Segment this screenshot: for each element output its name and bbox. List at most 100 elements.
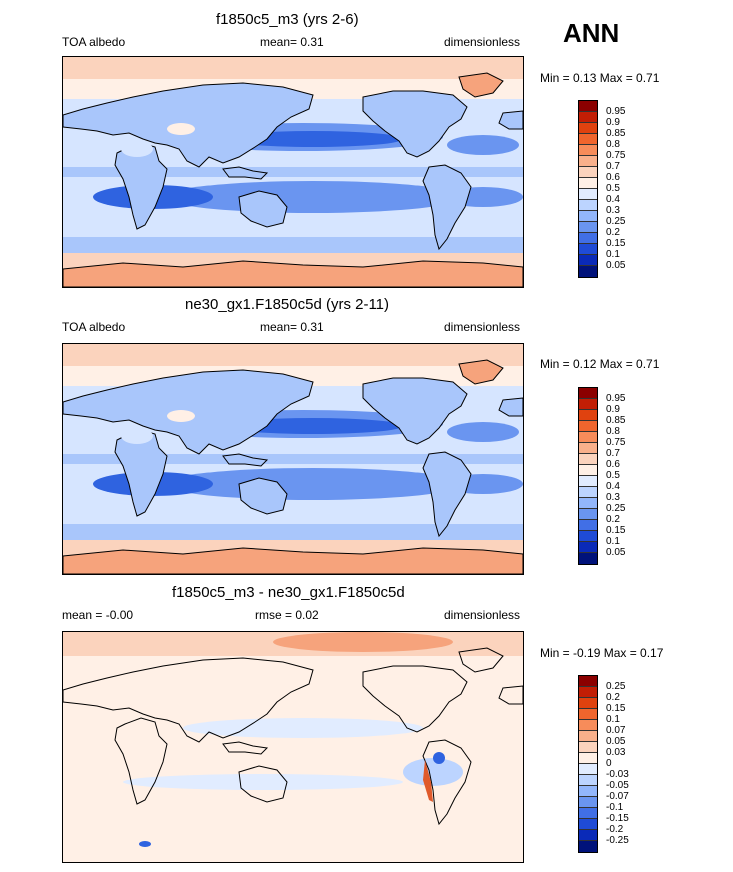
arctic-band [63,344,523,366]
colorbar-swatch [579,753,597,764]
map-background [63,632,523,862]
antarctic-negative-spot [139,841,151,847]
colorbar-tick-label: 0.3 [606,205,620,216]
colorbar-swatch [579,764,597,775]
colorbar-tick-label: 0.7 [606,448,620,459]
panel-3-map-svg [63,632,523,862]
colorbar-tick-label: 0.75 [606,150,626,161]
colorbar-tick-label: -0.15 [606,813,629,824]
coastline-indonesia [222,741,269,755]
panel-1-units-label: dimensionless [444,35,521,49]
colorbar-tick-label: 0.15 [606,238,626,249]
colorbar-tick-label: 0.25 [606,681,626,692]
panel-2-map [62,343,524,575]
colorbar-swatch [579,720,597,731]
colorbar-tick-label: 0.85 [606,415,626,426]
colorbar-tick-label: 0.85 [606,128,626,139]
colorbar-swatch [579,476,597,487]
colorbar-swatch [579,222,597,233]
colorbar-swatch [579,244,597,255]
coastline-europe_right [498,685,523,705]
colorbar-tick-label: 0 [606,758,612,769]
colorbar-tick-label: 0.4 [606,481,620,492]
tropical-negative-anomaly [183,718,423,738]
panel-1-title: f1850c5_m3 (yrs 2-6) [216,11,359,28]
colorbar-swatch [579,145,597,156]
colorbar-tick-label: 0.03 [606,747,626,758]
coastline-n_america [362,90,468,158]
coastline-greenland [458,647,504,673]
sahara-feature [121,428,153,444]
colorbar-tick-label: 0.15 [606,703,626,714]
colorbar-tick-label: 0.8 [606,139,620,150]
coastline-africa [114,429,168,517]
panel-1-minmax-label: Min = 0.13 Max = 0.71 [540,71,660,85]
colorbar-tick-label: 0.2 [606,227,620,238]
coastline-australia [238,190,288,228]
colorbar-swatch [579,156,597,167]
sa-negative-anomaly [403,758,463,786]
panel-3-title: f1850c5_m3 - ne30_gx1.F1850c5d [172,584,405,601]
colorbar-tick-label: 0.2 [606,514,620,525]
coastline-eurasia [63,657,314,743]
panel-1-map [62,56,524,288]
south-pacific-subtropic [163,181,463,213]
colorbar-swatch [579,421,597,432]
colorbar-swatch [579,200,597,211]
coastline-europe_right [498,397,523,417]
colorbar-swatch [579,178,597,189]
colorbar-swatch [579,454,597,465]
colorbar-swatch [579,465,597,476]
colorbar-swatch [579,808,597,819]
itcz-band [63,454,523,464]
panel-1-variable-label: TOA albedo [62,35,126,49]
colorbar-swatch [579,189,597,200]
coastline-australia [238,477,288,515]
colorbar-swatch [579,742,597,753]
panel-3-colorbar [578,675,598,853]
colorbar-tick-label: -0.1 [606,802,624,813]
colorbar-swatch [579,255,597,266]
coastline-s_america [422,164,472,251]
colorbar-swatch [579,101,597,112]
colorbar-swatch [579,830,597,841]
panel-2-units-label: dimensionless [444,320,521,334]
coastline-indonesia [222,453,269,467]
coastline-africa [114,717,168,805]
tibet-feature [167,410,195,422]
colorbar-tick-label: 0.9 [606,117,620,128]
panel-3-map [62,631,524,863]
colorbar-swatch [579,233,597,244]
colorbar-tick-label: 0.25 [606,503,626,514]
colorbar-swatch [579,676,597,687]
colorbar-tick-label: -0.05 [606,780,629,791]
coastline-australia [238,765,288,803]
panel-3-mean-label: mean = -0.00 [62,608,134,622]
colorbar-swatch [579,775,597,786]
tibet-feature [167,123,195,135]
colorbar-swatch [579,123,597,134]
colorbar-swatch [579,553,597,564]
panel-2-title: ne30_gx1.F1850c5d (yrs 2-11) [185,296,390,313]
colorbar-tick-label: 0.8 [606,426,620,437]
coastline-antarctica [63,260,523,287]
colorbar-tick-label: 0.05 [606,736,626,747]
colorbar-tick-label: 0.3 [606,492,620,503]
itcz-band [63,167,523,177]
colorbar-swatch [579,509,597,520]
coastline-s_america [422,451,472,538]
arctic-band [63,57,523,79]
colorbar-tick-label: 0.07 [606,725,626,736]
colorbar-swatch [579,709,597,720]
colorbar-swatch [579,797,597,808]
colorbar-swatch [579,542,597,553]
colorbar-tick-label: 0.9 [606,404,620,415]
coastline-indonesia [222,166,269,180]
panel-3-rmse-label: rmse = 0.02 [255,608,319,622]
colorbar-tick-label: 0.1 [606,536,620,547]
panel-2-colorbar [578,387,598,565]
panel-2-mean-label: mean= 0.31 [260,320,324,334]
colorbar-tick-label: 0.05 [606,547,626,558]
colorbar-tick-label: 0.6 [606,459,620,470]
colorbar-tick-label: 0.05 [606,260,626,271]
